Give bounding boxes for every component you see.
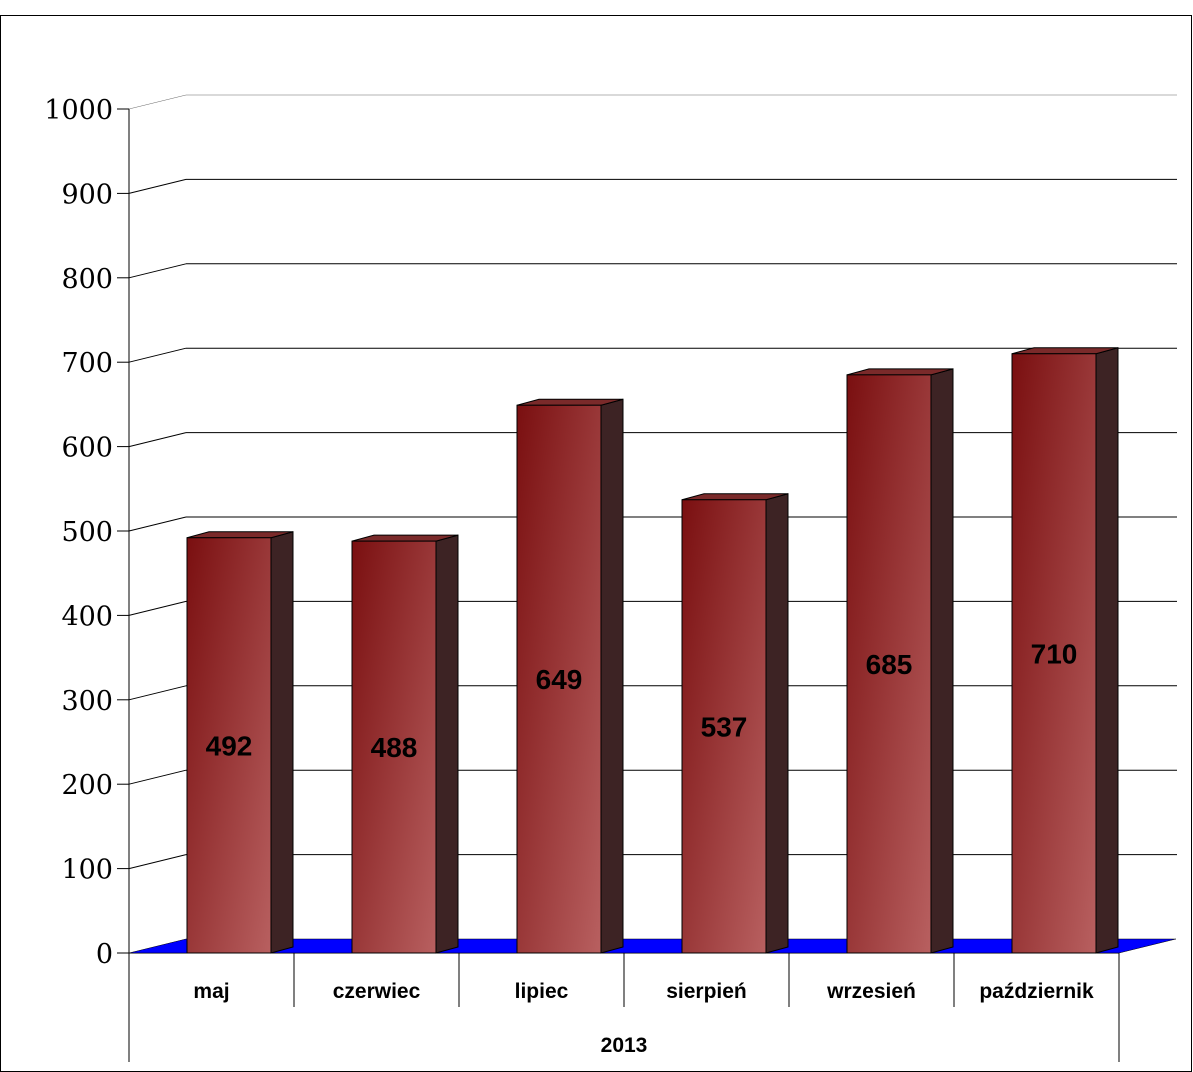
bar-front	[1011, 353, 1097, 954]
y-tick-label: 500	[61, 517, 113, 548]
category-label: wrzesień	[826, 980, 916, 1003]
y-tick-label: 400	[61, 601, 113, 632]
gridline-side	[128, 516, 187, 532]
bar-lipiec	[516, 398, 624, 954]
bar-side	[600, 398, 624, 954]
gridline-side	[128, 685, 187, 701]
data-label: 492	[206, 730, 253, 761]
gridline-side	[128, 347, 187, 363]
gridline-side	[128, 769, 187, 785]
y-tick-label: 1000	[44, 95, 113, 126]
y-tick-label: 300	[61, 686, 113, 717]
data-label: 537	[701, 711, 748, 742]
gridline-side	[128, 854, 187, 870]
bar-side	[1095, 347, 1119, 954]
bar-październik	[1011, 347, 1119, 954]
group-label: 2013	[601, 1034, 648, 1057]
gridline-side	[128, 178, 187, 194]
y-tick-label: 0	[96, 939, 113, 970]
gridline-side	[128, 600, 187, 616]
gridline-side	[128, 263, 187, 279]
gridline-side	[128, 94, 187, 110]
bar-czerwiec	[351, 534, 459, 954]
bar-front	[846, 374, 932, 954]
y-tick-label: 200	[61, 770, 113, 801]
bars	[186, 347, 1119, 954]
category-label: czerwiec	[333, 980, 421, 1003]
category-label: październik	[979, 980, 1094, 1003]
bar-front	[186, 537, 272, 954]
data-label: 710	[1031, 638, 1078, 669]
y-tick-label: 800	[61, 264, 113, 295]
gridline-side	[128, 432, 187, 448]
labels: 0 100 200 300 400 500 600 700 800 900 1000 492 maj 48…	[44, 95, 1094, 1057]
data-label: 488	[371, 732, 418, 763]
category-label: lipiec	[515, 980, 569, 1003]
y-tick-label: 900	[61, 179, 113, 210]
bar-maj	[186, 531, 294, 954]
bar-side	[765, 493, 789, 954]
y-tick-label: 100	[61, 855, 113, 886]
category-label: sierpień	[666, 980, 747, 1003]
bar-wrzesień	[846, 368, 954, 954]
y-tick-label: 700	[61, 348, 113, 379]
data-label: 649	[536, 664, 583, 695]
bar-front	[681, 499, 767, 954]
category-label: maj	[193, 980, 229, 1003]
bar-sierpień	[681, 493, 789, 954]
bar-front	[351, 540, 437, 954]
bar-front	[516, 404, 602, 954]
bar-side	[930, 368, 954, 954]
data-label: 685	[866, 649, 913, 680]
bar-side	[270, 531, 294, 954]
bar-side	[435, 534, 459, 954]
y-tick-label: 600	[61, 433, 113, 464]
